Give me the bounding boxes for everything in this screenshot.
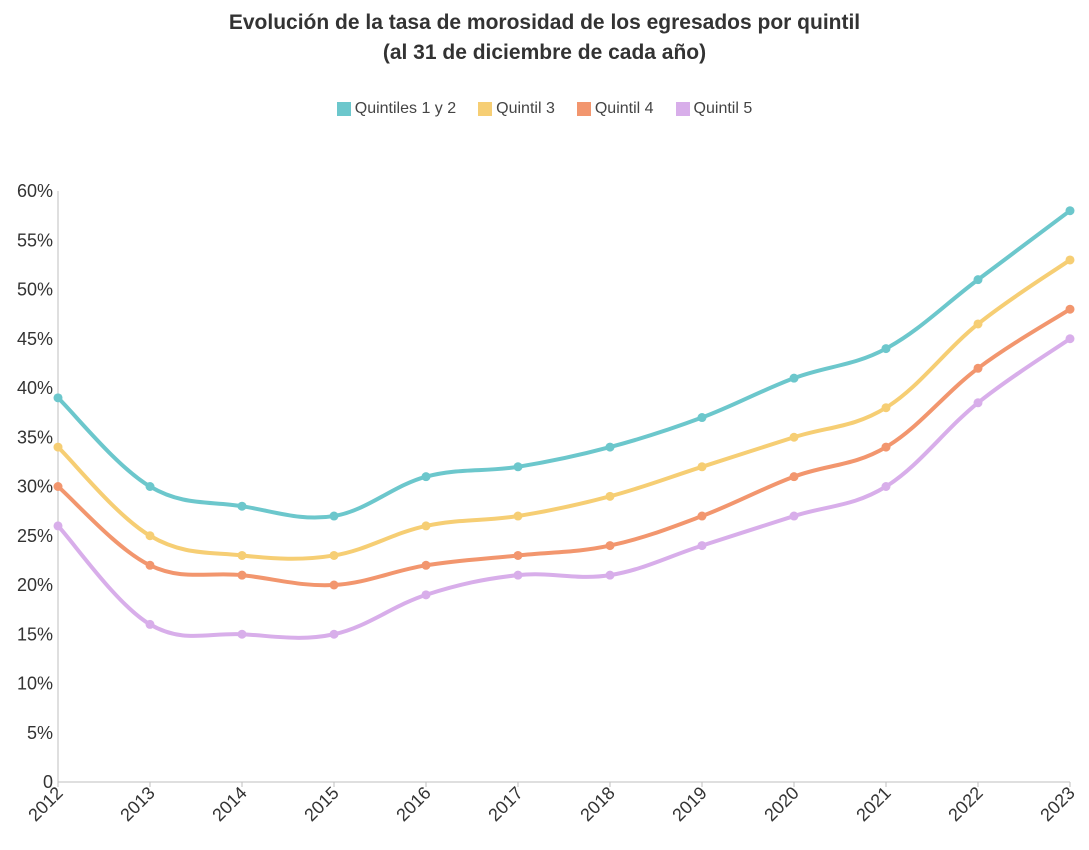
data-point — [237, 550, 247, 560]
x-tick-label: 2020 — [760, 783, 802, 825]
data-point — [973, 319, 983, 329]
data-point — [973, 275, 983, 285]
data-point — [605, 491, 615, 501]
data-point — [697, 462, 707, 472]
data-point — [1065, 206, 1075, 216]
data-point — [329, 629, 339, 639]
data-point — [421, 590, 431, 600]
data-point — [237, 570, 247, 580]
data-point — [145, 482, 155, 491]
data-point — [53, 482, 63, 491]
data-point — [329, 550, 339, 560]
y-tick-label: 60% — [17, 181, 53, 201]
y-tick-label: 0 — [43, 772, 53, 792]
x-tick-label: 2021 — [852, 783, 894, 825]
legend-item: Quintil 3 — [478, 100, 555, 118]
legend-item: Quintil 4 — [576, 100, 654, 118]
legend-label: Quintil 3 — [496, 100, 555, 117]
data-point — [53, 442, 63, 452]
data-point — [53, 521, 63, 531]
data-point — [421, 560, 431, 570]
y-tick-label: 25% — [17, 526, 53, 546]
data-point — [145, 560, 155, 570]
data-point — [789, 511, 799, 521]
x-tick-label: 2022 — [944, 783, 986, 825]
data-point — [513, 550, 523, 560]
x-tick-label: 2015 — [300, 783, 342, 825]
data-point — [881, 344, 891, 354]
chart-title: Evolución de la tasa de morosidad de los… — [0, 8, 1089, 68]
x-tick-label: 2019 — [668, 783, 710, 825]
data-point — [605, 570, 615, 580]
series-line — [56, 257, 1072, 561]
data-point — [789, 472, 799, 482]
data-point — [605, 541, 615, 551]
legend-item: Quintiles 1 y 2 — [336, 100, 457, 118]
data-point — [973, 363, 983, 373]
data-point — [1065, 304, 1075, 314]
data-point — [145, 531, 155, 541]
y-tick-label: 15% — [17, 624, 53, 644]
legend-swatch — [675, 102, 690, 116]
legend-label: Quintil 5 — [693, 100, 753, 117]
legend-label: Quintiles 1 y 2 — [354, 100, 457, 117]
data-point — [513, 462, 523, 472]
data-point — [605, 442, 615, 452]
x-tick-label: 2018 — [576, 783, 618, 825]
data-point — [789, 432, 799, 442]
data-point — [237, 629, 247, 639]
x-tick-label: 2017 — [484, 783, 526, 825]
data-point — [697, 413, 707, 423]
data-point — [881, 442, 891, 452]
series-line — [56, 336, 1072, 640]
series-line — [56, 208, 1072, 520]
x-tick-label: 2013 — [116, 783, 158, 825]
legend-swatch — [576, 102, 591, 116]
data-point — [513, 570, 523, 580]
x-tick-label: 2014 — [208, 783, 250, 825]
y-tick-label: 45% — [17, 329, 53, 349]
data-point — [881, 482, 891, 491]
data-point — [789, 373, 799, 383]
data-point — [329, 580, 339, 590]
x-tick-label: 2012 — [24, 783, 66, 825]
x-tick-label: 2016 — [392, 783, 434, 825]
y-tick-label: 10% — [17, 674, 53, 694]
chart-title-line-2: (al 31 de diciembre de cada año) — [382, 41, 707, 64]
y-tick-label: 55% — [17, 230, 53, 250]
data-point — [513, 511, 523, 521]
data-point — [329, 511, 339, 521]
data-point — [973, 398, 983, 408]
data-point — [53, 393, 63, 403]
legend-swatch — [336, 102, 351, 116]
data-point — [1065, 255, 1075, 265]
y-tick-label: 30% — [17, 477, 53, 497]
legend-swatch — [478, 102, 493, 116]
data-point — [421, 521, 431, 531]
legend-label: Quintil 4 — [594, 100, 654, 117]
y-tick-label: 50% — [17, 280, 53, 300]
y-tick-label: 40% — [17, 378, 53, 398]
y-tick-label: 20% — [17, 575, 53, 595]
data-point — [237, 501, 247, 511]
legend: Quintiles 1 y 2 Quintil 3 Quintil 4 Quin… — [0, 100, 1089, 118]
chart-title-line-1: Evolución de la tasa de morosidad de los… — [228, 11, 861, 34]
y-tick-label: 5% — [27, 723, 53, 743]
data-point — [145, 619, 155, 629]
data-point — [697, 541, 707, 551]
data-point — [697, 511, 707, 521]
legend-item: Quintil 5 — [675, 100, 753, 118]
data-point — [881, 403, 891, 413]
series-line — [56, 307, 1072, 588]
y-tick-label: 35% — [17, 427, 53, 447]
data-point — [1065, 334, 1075, 344]
data-point — [421, 472, 431, 482]
x-tick-label: 2023 — [1036, 783, 1078, 825]
